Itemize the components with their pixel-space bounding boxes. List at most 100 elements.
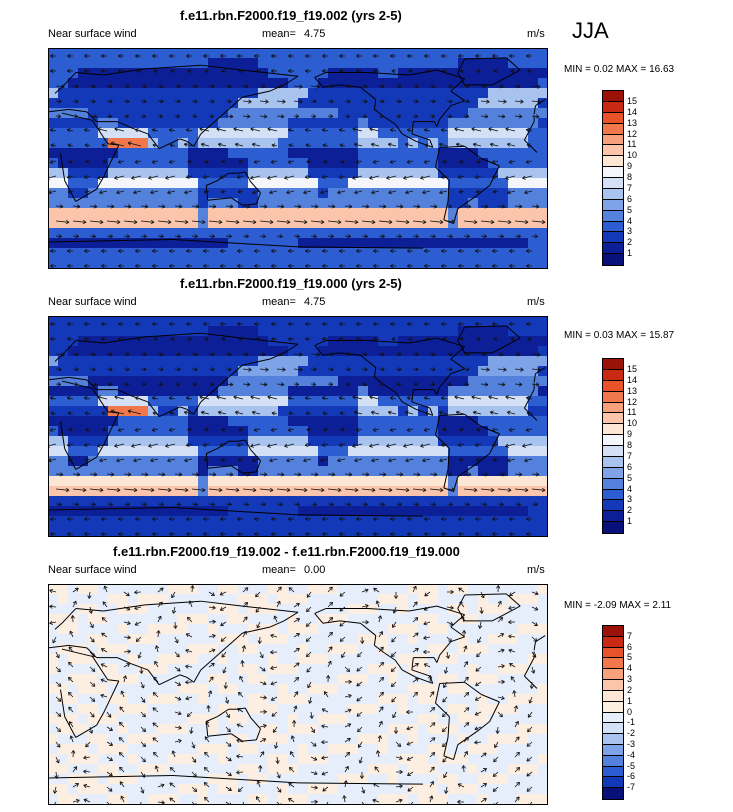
map-cell — [498, 614, 509, 625]
map-cell — [358, 624, 369, 635]
map-cell — [368, 128, 379, 139]
map-cell — [298, 218, 309, 229]
wind-vector — [339, 143, 346, 148]
map-cell — [88, 396, 99, 407]
map-cell — [68, 594, 79, 605]
wind-vector — [49, 427, 57, 432]
wind-vector — [321, 755, 329, 760]
wind-vector — [152, 263, 158, 269]
map-cell — [218, 426, 229, 437]
map-cell — [488, 198, 499, 209]
map-cell — [358, 208, 369, 219]
map-cell — [218, 58, 229, 69]
map-cell — [328, 118, 339, 129]
map-cell — [338, 148, 349, 159]
wind-vector — [85, 159, 91, 164]
map-cell — [278, 614, 289, 625]
wind-vector — [174, 636, 179, 644]
map-cell — [298, 734, 309, 745]
wind-vector — [170, 336, 175, 342]
wind-vector — [191, 352, 198, 357]
wind-vector — [491, 174, 499, 179]
map-cell — [328, 724, 339, 735]
map-cell — [68, 198, 79, 209]
map-cell — [328, 684, 339, 695]
map-cell — [208, 704, 219, 715]
wind-vector — [405, 190, 414, 195]
map-cell — [308, 426, 319, 437]
map-cell — [318, 138, 329, 149]
wind-vector — [271, 531, 277, 537]
map-cell — [418, 148, 429, 159]
map-cell — [498, 784, 509, 795]
map-cell — [328, 88, 339, 99]
map-cell — [318, 506, 329, 517]
map-cell — [308, 68, 319, 79]
map-cell — [428, 674, 439, 685]
map-cell — [248, 108, 259, 119]
wind-vector — [344, 114, 351, 119]
wind-vector — [271, 143, 278, 148]
map-cell — [368, 654, 379, 665]
wind-vector — [50, 336, 56, 342]
wind-vector — [276, 367, 286, 372]
map-cell — [448, 158, 459, 169]
colorbar-tick-label: 8 — [627, 440, 633, 450]
wind-vector — [361, 472, 370, 477]
map-cell — [528, 476, 539, 487]
wind-vector — [157, 234, 164, 239]
map-cell — [488, 416, 499, 427]
map-cell — [228, 784, 239, 795]
wind-vector — [412, 204, 421, 209]
map-cell — [308, 724, 319, 735]
wind-vector — [455, 410, 465, 415]
map-cell — [68, 48, 79, 59]
wind-vector — [339, 606, 346, 612]
wind-vector — [184, 190, 193, 195]
wind-vector — [423, 128, 431, 133]
map-cell — [138, 456, 149, 467]
map-cell — [338, 198, 349, 209]
map-cell — [428, 248, 439, 259]
wind-vector — [457, 442, 465, 447]
map-cell — [158, 794, 169, 805]
coastline — [411, 389, 414, 403]
map-cell — [248, 436, 259, 447]
map-cell — [448, 238, 459, 249]
map-cell — [488, 208, 499, 219]
map-cell — [498, 426, 509, 437]
map-cell — [88, 158, 99, 169]
map-cell — [108, 654, 119, 665]
map-cell — [418, 396, 429, 407]
map-cell — [428, 614, 439, 625]
wind-vector — [114, 395, 125, 400]
coastline — [61, 608, 77, 624]
map-cell — [78, 466, 89, 477]
map-cell — [298, 118, 309, 129]
map-cell — [298, 784, 309, 795]
map-cell — [288, 784, 299, 795]
map-cell — [248, 158, 259, 169]
map-cell — [158, 506, 169, 517]
map-cell — [488, 654, 499, 665]
map-cell — [388, 228, 399, 239]
map-cell — [58, 316, 69, 327]
map-cell — [288, 78, 299, 89]
map-cell — [88, 754, 99, 765]
wind-vector — [238, 159, 244, 164]
map-cell — [418, 516, 429, 527]
wind-vector — [157, 84, 164, 89]
wind-vector — [208, 99, 215, 104]
coastline — [242, 69, 299, 77]
map-cell — [538, 516, 548, 527]
wind-vector — [293, 662, 300, 668]
map-cell — [308, 654, 319, 665]
map-cell — [378, 118, 389, 129]
wind-vector — [165, 443, 176, 448]
map-cell — [168, 326, 179, 337]
wind-vector — [114, 443, 125, 448]
map-cell — [208, 366, 219, 377]
map-cell — [488, 614, 499, 625]
wind-vector — [429, 352, 436, 357]
map-cell — [238, 754, 249, 765]
